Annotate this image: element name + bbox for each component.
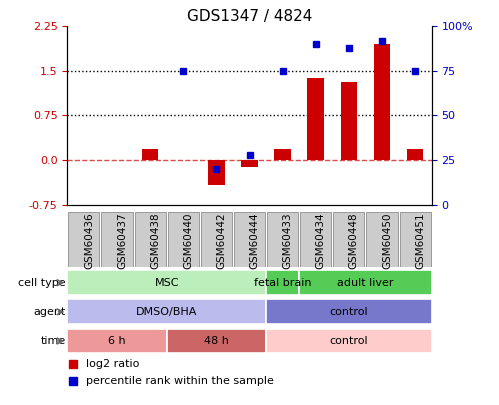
Text: GSM60440: GSM60440 <box>183 212 193 269</box>
Text: control: control <box>329 336 368 346</box>
Text: GSM60450: GSM60450 <box>382 212 392 269</box>
FancyBboxPatch shape <box>201 212 232 267</box>
Text: GSM60437: GSM60437 <box>117 212 127 269</box>
FancyBboxPatch shape <box>300 212 331 267</box>
FancyBboxPatch shape <box>234 212 265 267</box>
FancyBboxPatch shape <box>299 270 432 295</box>
Text: MSC: MSC <box>155 278 179 288</box>
FancyBboxPatch shape <box>67 270 266 295</box>
Text: adult liver: adult liver <box>337 278 394 288</box>
FancyBboxPatch shape <box>266 270 299 295</box>
Bar <box>274 149 291 160</box>
Text: GSM60433: GSM60433 <box>282 212 292 269</box>
Bar <box>241 160 258 167</box>
Bar <box>407 149 423 160</box>
Bar <box>307 78 324 160</box>
Title: GDS1347 / 4824: GDS1347 / 4824 <box>187 9 312 24</box>
Bar <box>374 44 390 160</box>
FancyBboxPatch shape <box>168 212 199 267</box>
Text: 48 h: 48 h <box>204 336 229 346</box>
FancyBboxPatch shape <box>366 212 398 267</box>
Text: GSM60444: GSM60444 <box>250 212 259 269</box>
FancyBboxPatch shape <box>400 212 431 267</box>
FancyBboxPatch shape <box>267 212 298 267</box>
Text: 6 h: 6 h <box>108 336 126 346</box>
Bar <box>208 160 225 185</box>
Text: agent: agent <box>33 307 66 317</box>
Text: GSM60442: GSM60442 <box>217 212 227 269</box>
Bar <box>340 81 357 160</box>
FancyBboxPatch shape <box>68 212 99 267</box>
Text: percentile rank within the sample: percentile rank within the sample <box>86 376 273 386</box>
Bar <box>142 149 159 160</box>
Text: GSM60438: GSM60438 <box>150 212 160 269</box>
FancyBboxPatch shape <box>266 328 432 354</box>
FancyBboxPatch shape <box>333 212 364 267</box>
FancyBboxPatch shape <box>101 212 133 267</box>
Text: DMSO/BHA: DMSO/BHA <box>136 307 198 317</box>
Text: GSM60434: GSM60434 <box>316 212 326 269</box>
Text: cell type: cell type <box>18 278 66 288</box>
Text: GSM60451: GSM60451 <box>415 212 425 269</box>
Text: fetal brain: fetal brain <box>254 278 311 288</box>
FancyBboxPatch shape <box>67 299 266 324</box>
FancyBboxPatch shape <box>67 328 167 354</box>
Text: GSM60448: GSM60448 <box>349 212 359 269</box>
Text: time: time <box>40 336 66 346</box>
FancyBboxPatch shape <box>266 299 432 324</box>
Text: GSM60436: GSM60436 <box>84 212 94 269</box>
Text: log2 ratio: log2 ratio <box>86 359 139 369</box>
FancyBboxPatch shape <box>135 212 166 267</box>
FancyBboxPatch shape <box>167 328 266 354</box>
Text: control: control <box>329 307 368 317</box>
